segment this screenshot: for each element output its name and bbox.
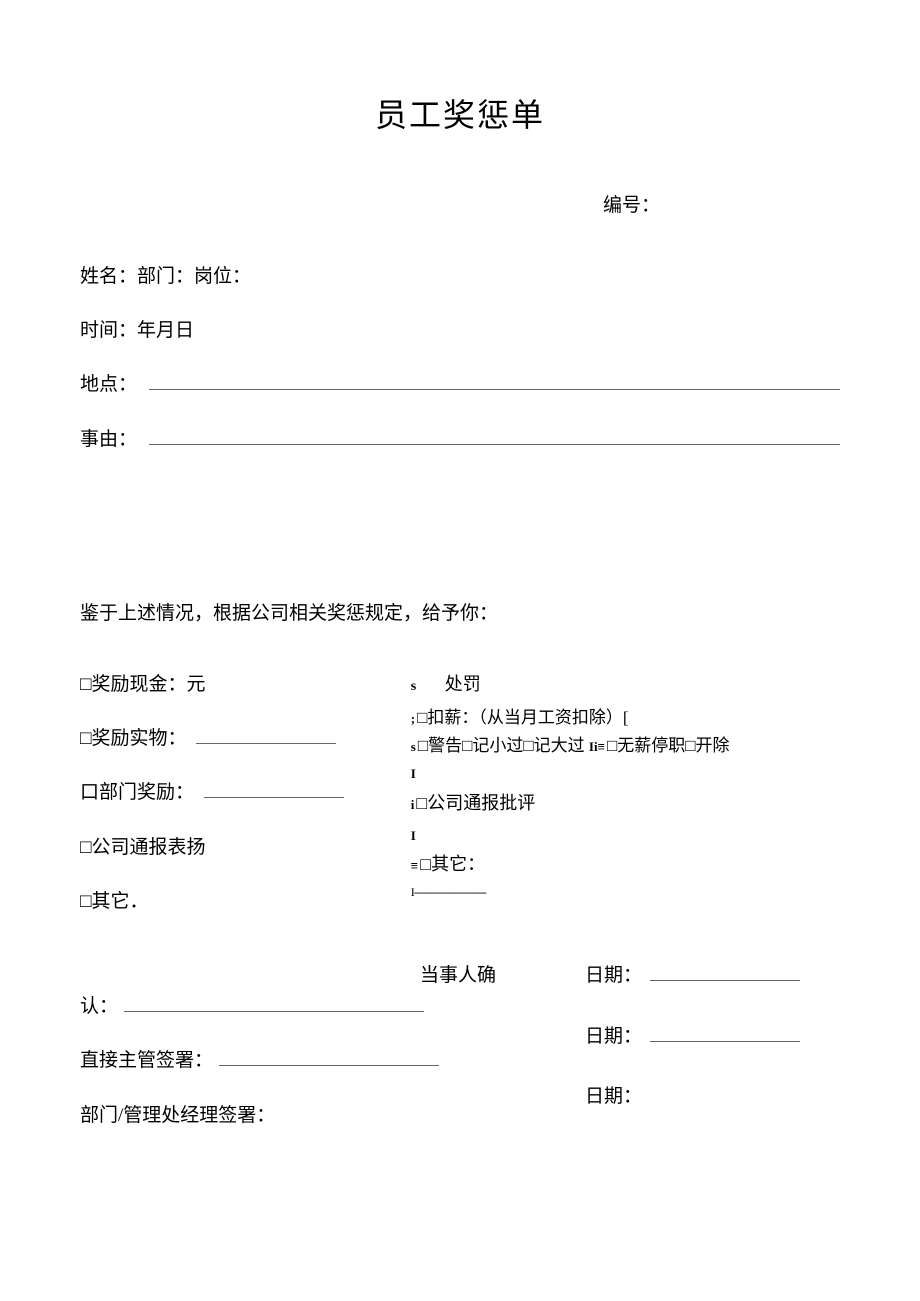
date-row-1: 日期： (585, 961, 800, 991)
reason-label: 事由： (80, 425, 137, 455)
date-underline-2[interactable] (650, 1023, 800, 1042)
date-column: 日期： 日期： 日期： (585, 961, 800, 1142)
sep-mark-1: I (411, 764, 840, 785)
number-label: 编号： (80, 191, 840, 221)
signature-area: 日期： 日期： 日期： 当事人确 认： 直接主管签署： 部门/管理处经理签 (80, 961, 840, 1131)
reward-material-underline[interactable] (196, 725, 336, 744)
punishment-critique[interactable]: i□公司通报批评 (411, 789, 840, 818)
reason-field: 事由： (80, 425, 840, 455)
reward-dept-underline[interactable] (204, 779, 344, 798)
time-line: 时间：年月日 (80, 316, 840, 346)
supervisor-row: 直接主管签署： (80, 1046, 498, 1076)
punishments-column: s 处罚 ;□扣薪：（从当月工资扣除）[ s□警告□记小过□记大过 Ii≡□无薪… (411, 670, 840, 942)
dash-line: I------------------------ (411, 883, 840, 902)
reward-cash[interactable]: □奖励现金：元 (80, 670, 391, 700)
intro-text: 鉴于上述情况，根据公司相关奖惩规定，给予你： (80, 599, 840, 629)
location-label: 地点： (80, 370, 137, 400)
punishment-salary[interactable]: ;□扣薪：（从当月工资扣除）[ (411, 706, 840, 730)
sep-mark-2: I (411, 826, 840, 847)
reward-dept[interactable]: 口部门奖励： (80, 778, 391, 808)
location-underline[interactable] (149, 371, 840, 390)
name-dept-post-line: 姓名：部门：岗位： (80, 262, 840, 292)
manager-row: 部门/管理处经理签署： (80, 1101, 498, 1131)
reason-underline[interactable] (149, 426, 840, 445)
date-row-2: 日期： (585, 1022, 800, 1052)
reward-material[interactable]: □奖励实物： (80, 724, 391, 754)
confirm-block: 当事人确 认： (80, 961, 498, 1046)
punishment-header: s 处罚 (411, 670, 840, 699)
location-field: 地点： (80, 370, 840, 400)
date-underline-1[interactable] (650, 962, 800, 981)
confirm-underline[interactable] (124, 993, 424, 1012)
supervisor-underline[interactable] (219, 1047, 439, 1066)
confirm-label-top: 当事人确 (80, 961, 496, 991)
date-row-3: 日期： (585, 1082, 800, 1112)
rewards-column: □奖励现金：元 □奖励实物： 口部门奖励： □公司通报表扬 □其它． (80, 670, 391, 942)
form-title: 员工奖惩单 (80, 90, 840, 141)
reward-other[interactable]: □其它． (80, 887, 391, 917)
punishment-other[interactable]: ≡□其它： (411, 850, 840, 879)
reward-commend[interactable]: □公司通报表扬 (80, 833, 391, 863)
punishment-warnings[interactable]: s□警告□记小过□记大过 Ii≡□无薪停职□开除 (411, 734, 840, 758)
confirm-row: 认： (80, 992, 496, 1022)
